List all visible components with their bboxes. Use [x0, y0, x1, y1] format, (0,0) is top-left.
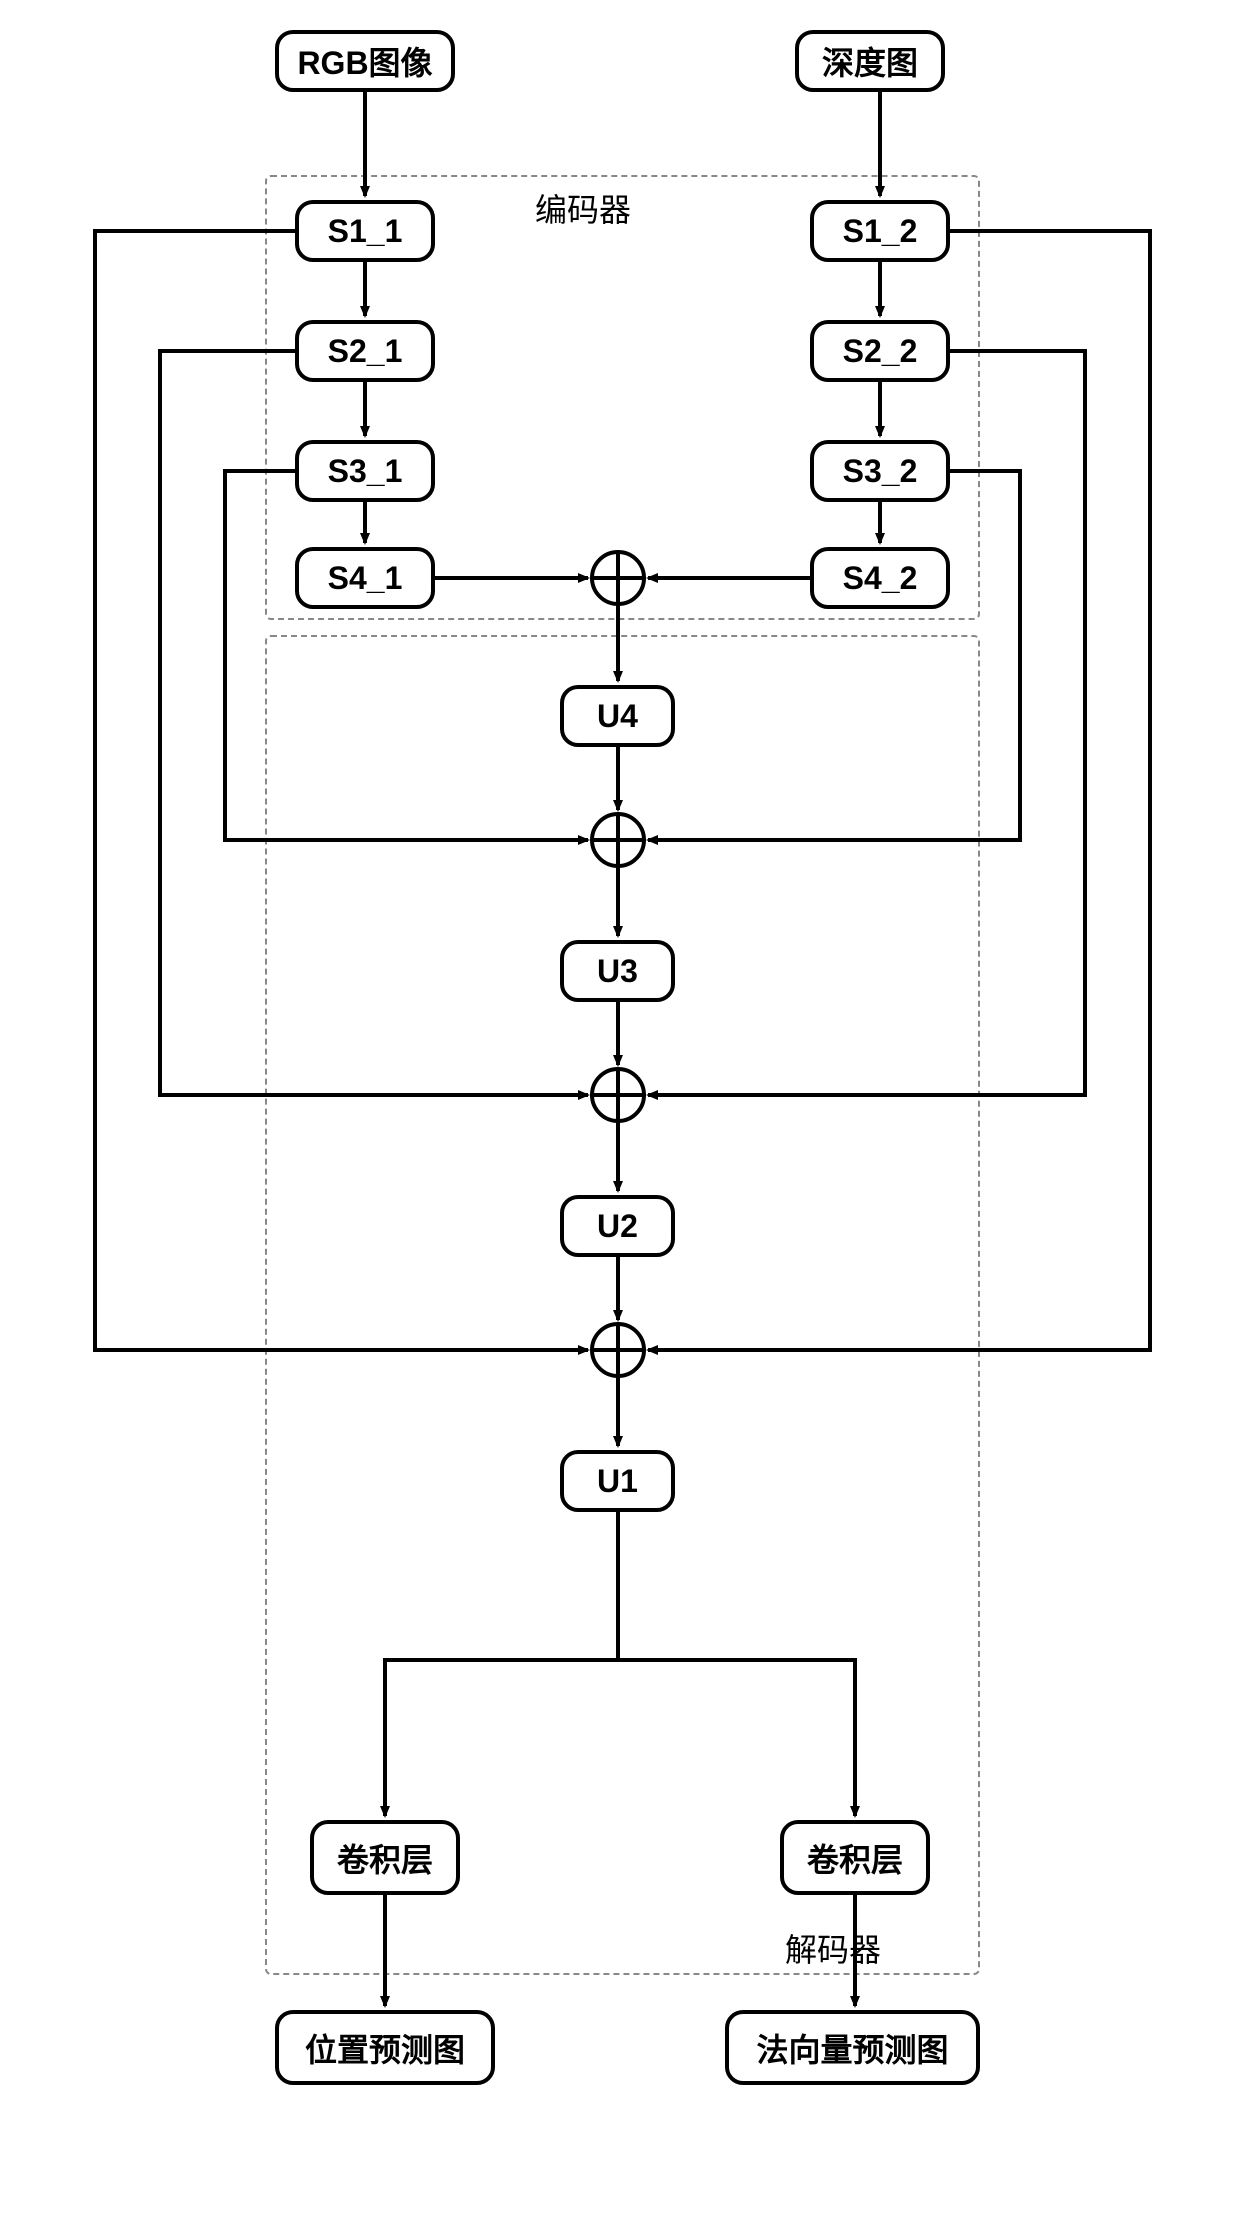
- u4-node: U4: [560, 685, 675, 747]
- s3-2-node: S3_2: [810, 440, 950, 502]
- u3-node: U3: [560, 940, 675, 1002]
- s1-2-node: S1_2: [810, 200, 950, 262]
- conv2-node: 卷积层: [780, 1820, 930, 1895]
- s2-1-node: S2_1: [295, 320, 435, 382]
- s3-1-node: S3_1: [295, 440, 435, 502]
- encoder-label: 编码器: [535, 185, 631, 231]
- s4-2-node: S4_2: [810, 547, 950, 609]
- normal-pred-node: 法向量预测图: [725, 2010, 980, 2085]
- s4-1-node: S4_1: [295, 547, 435, 609]
- conv1-node: 卷积层: [310, 1820, 460, 1895]
- depth-input-node: 深度图: [795, 30, 945, 92]
- s2-2-node: S2_2: [810, 320, 950, 382]
- pos-pred-node: 位置预测图: [275, 2010, 495, 2085]
- u1-node: U1: [560, 1450, 675, 1512]
- flowchart-diagram: 编码器 解码器 RGB图像 深度图 S1_1 S2_1 S3_1 S4_1 S1…: [20, 20, 1220, 2207]
- decoder-label: 解码器: [785, 1925, 881, 1971]
- s1-1-node: S1_1: [295, 200, 435, 262]
- rgb-input-node: RGB图像: [275, 30, 455, 92]
- decoder-region: [265, 635, 980, 1975]
- u2-node: U2: [560, 1195, 675, 1257]
